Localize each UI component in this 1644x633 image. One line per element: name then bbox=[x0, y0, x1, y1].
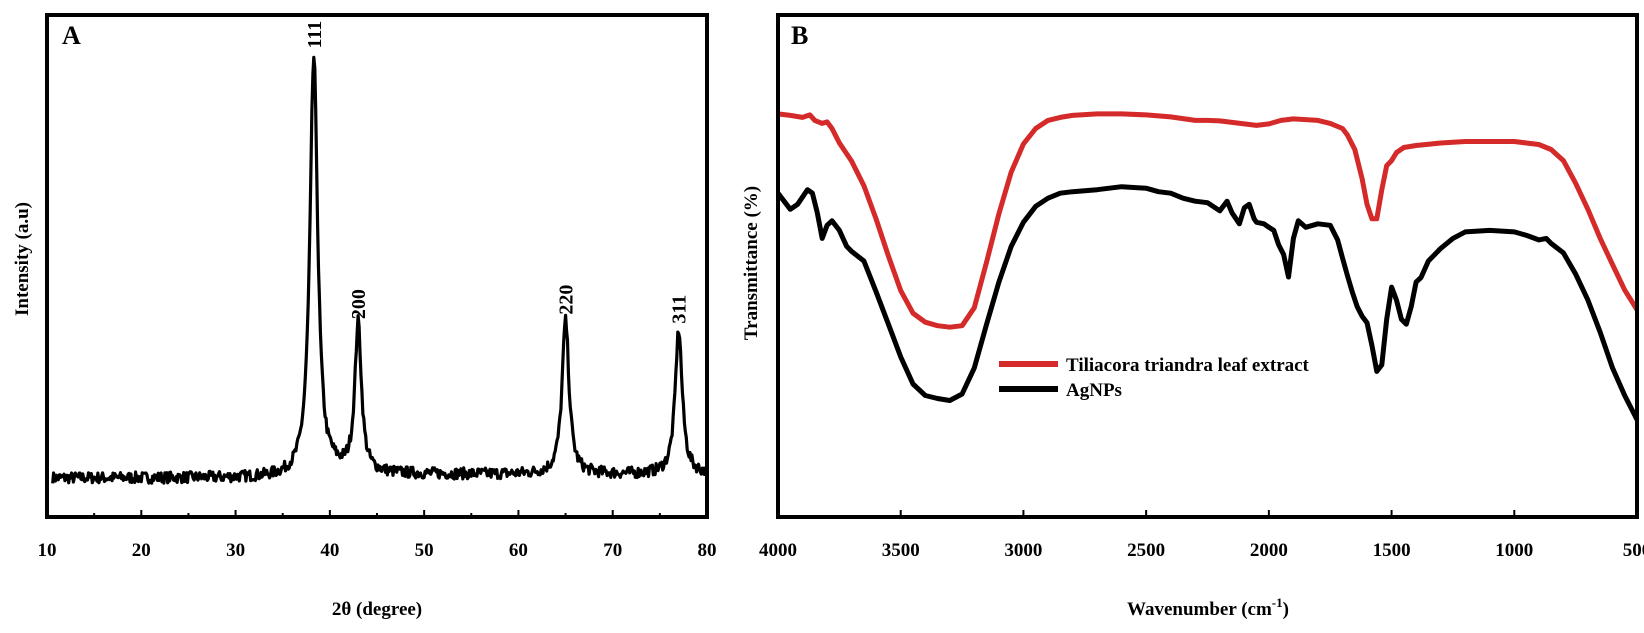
xrd-x-tick-label: 60 bbox=[509, 540, 528, 561]
ftir-x-ticks: 4000 3500 3000 2500 2000 1500 1000 500 bbox=[759, 510, 1644, 561]
xrd-x-tick-label: 30 bbox=[226, 540, 245, 561]
xrd-y-axis-title: Intensity (a.u) bbox=[12, 202, 33, 316]
xrd-x-tick-label: 40 bbox=[320, 540, 339, 561]
x-axis-title-superscript: -1 bbox=[1272, 595, 1283, 610]
peak-label-111: 111 bbox=[304, 21, 326, 49]
xrd-x-axis-title: 2θ (degree) bbox=[332, 599, 422, 620]
ftir-plot-frame bbox=[776, 13, 1639, 519]
peak-label-220: 220 bbox=[556, 285, 578, 315]
ftir-x-tick-label: 1500 bbox=[1373, 540, 1411, 561]
peak-label-311: 311 bbox=[669, 295, 691, 324]
ftir-x-tick-label: 500 bbox=[1623, 540, 1644, 561]
ftir-line-leaf-extract bbox=[777, 111, 1640, 330]
xrd-x-tick-label: 10 bbox=[38, 540, 57, 561]
ftir-line-agnps bbox=[776, 184, 1640, 421]
ftir-x-tick-label: 3000 bbox=[1004, 540, 1042, 561]
ftir-x-axis-title: Wavenumber (cm-1) bbox=[1127, 595, 1289, 620]
xrd-line bbox=[51, 55, 707, 485]
ftir-x-tick-label: 2000 bbox=[1250, 540, 1288, 561]
ftir-legend: Tiliacora triandra leaf extract AgNPs bbox=[999, 355, 1310, 401]
ftir-x-tick-label: 2500 bbox=[1127, 540, 1165, 561]
ftir-x-tick-label: 3500 bbox=[882, 540, 920, 561]
ftir-x-tick-label: 4000 bbox=[759, 540, 797, 561]
xrd-x-tick-label: 70 bbox=[603, 540, 622, 561]
panel-a-label: A bbox=[62, 21, 81, 50]
xrd-x-tick-label: 50 bbox=[415, 540, 434, 561]
xrd-peak-labels: 111 200 220 311 bbox=[304, 21, 691, 324]
ftir-x-tick-label: 1000 bbox=[1495, 540, 1533, 561]
ftir-y-axis-title: Transmittance (%) bbox=[741, 186, 762, 340]
ftir-panel: B 4000 3500 3000 2500 2000 1500 1000 500 Tiliac… bbox=[741, 13, 1644, 620]
xrd-x-tick-label: 20 bbox=[132, 540, 151, 561]
xrd-plot-frame bbox=[45, 13, 709, 519]
xrd-panel: A 10 20 30 40 50 60 70 80 111 200 220 311 2θ (degr… bbox=[12, 13, 717, 620]
xrd-x-tick-label: 80 bbox=[698, 540, 717, 561]
peak-label-200: 200 bbox=[348, 289, 370, 319]
legend-label-agnps: AgNPs bbox=[1066, 380, 1122, 401]
legend-label-leaf-extract: Tiliacora triandra leaf extract bbox=[1066, 355, 1310, 376]
panel-b-label: B bbox=[791, 21, 808, 50]
